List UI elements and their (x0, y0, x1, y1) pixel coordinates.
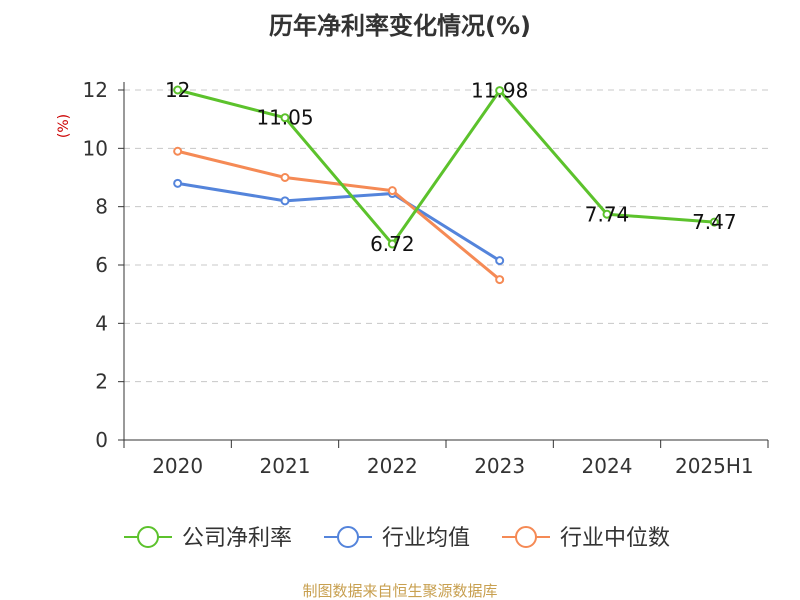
source-footnote: 制图数据来自恒生聚源数据库 (302, 582, 497, 600)
x-tick-label: 2021 (260, 454, 311, 478)
data-point (280, 173, 290, 182)
data-point (495, 86, 505, 96)
y-tick-label: 4 (95, 311, 108, 335)
data-label: 7.47 (692, 210, 737, 234)
series-layer (173, 85, 719, 285)
y-tick-label: 12 (83, 78, 108, 102)
series-line (177, 181, 501, 262)
series-line (177, 88, 715, 246)
x-tick-labels: 2020 2021 2022 2023 2024 2025H1 (152, 454, 753, 478)
data-label: 6.72 (370, 232, 415, 256)
x-tick-label: 2020 (152, 454, 203, 478)
legend-label: 公司净利率 (182, 526, 292, 551)
data-label: 12 (165, 78, 190, 102)
chart-title: 历年净利率变化情况(%) (269, 12, 531, 40)
legend-marker (337, 526, 359, 548)
data-label: 11.05 (256, 106, 313, 130)
y-tick-label: 8 (95, 195, 108, 219)
x-tick-label: 2025H1 (675, 454, 754, 478)
y-tick-label: 6 (95, 253, 108, 277)
data-label: 11.98 (471, 79, 528, 103)
legend-marker (137, 526, 159, 548)
axes (118, 82, 769, 448)
y-tick-label: 0 (95, 428, 108, 452)
data-point (173, 178, 183, 188)
series-line (177, 149, 501, 281)
x-tick-label: 2022 (367, 454, 418, 478)
data-point (709, 217, 719, 227)
x-tick-label: 2023 (474, 454, 525, 478)
legend-label: 行业均值 (382, 526, 470, 551)
data-point (173, 146, 183, 156)
y-tick-labels: 0 2 4 6 8 10 12 (83, 78, 108, 452)
legend: 公司净利率 行业均值 行业中位数 (124, 526, 670, 551)
y-tick-label: 10 (83, 136, 108, 160)
legend-marker (515, 526, 537, 548)
gridlines (124, 89, 768, 383)
x-tick-label: 2024 (582, 454, 633, 478)
data-point (602, 209, 612, 219)
legend-label: 行业中位数 (560, 526, 670, 551)
y-tick-label: 2 (95, 370, 108, 394)
data-point (280, 196, 290, 206)
data-point (387, 186, 397, 196)
data-point (280, 113, 290, 123)
data-point (495, 256, 505, 266)
data-point (173, 85, 183, 95)
data-point (387, 239, 397, 249)
y-axis-label: (%) (56, 114, 72, 138)
data-label: 7.74 (585, 202, 630, 226)
data-labels: 12 11.05 6.72 11.98 7.74 7.47 (165, 78, 737, 256)
data-point (495, 275, 505, 285)
